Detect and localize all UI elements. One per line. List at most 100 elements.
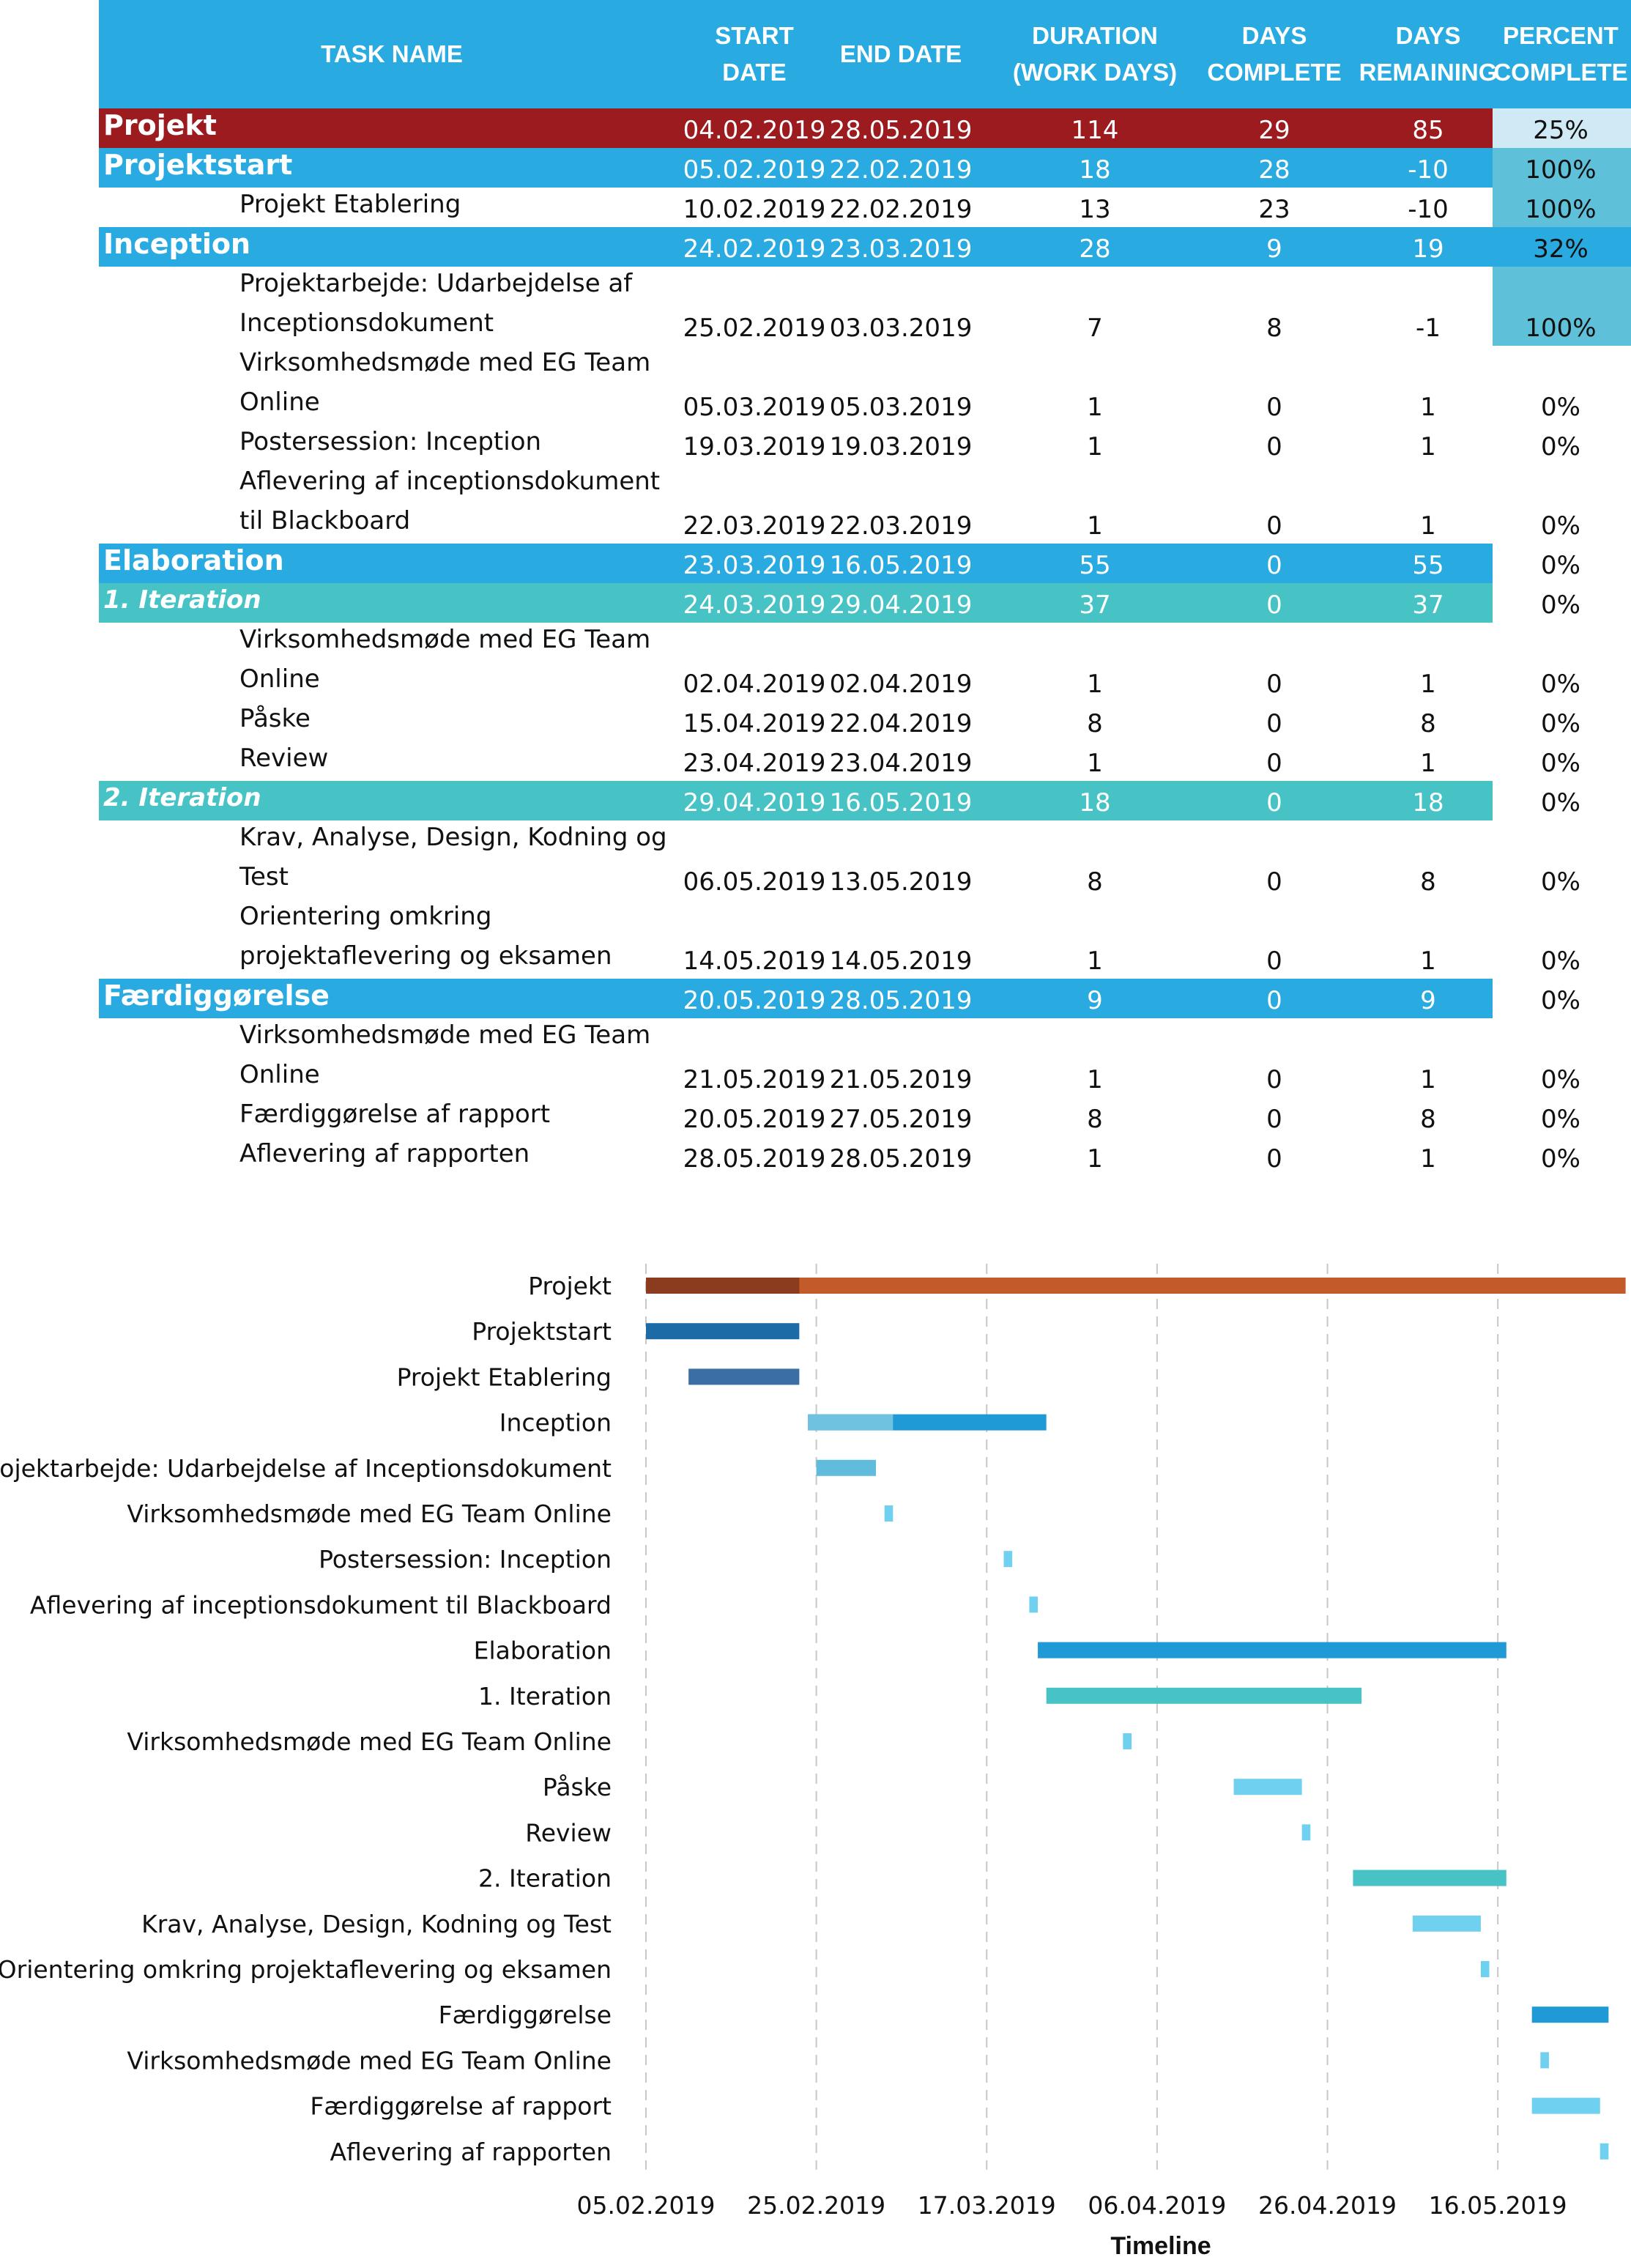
days-complete: 0 [1190, 464, 1359, 544]
start-date: 10.02.2019 [677, 188, 831, 227]
days-remaining-text: 19 [1412, 234, 1444, 264]
start-date-text: 19.03.2019 [683, 432, 826, 462]
task-name: 2. Iteration [99, 781, 685, 820]
end-date: 13.05.2019 [828, 820, 974, 900]
percent-complete: 0% [1490, 425, 1631, 464]
table-row: Virksomhedsmøde med EG Team Online 02.04.… [99, 623, 1631, 702]
task-name: Projektarbejde: Udarbejdelse af Inceptio… [99, 267, 685, 346]
percent-complete: 25% [1490, 108, 1631, 148]
table-body: Projekt 04.02.2019 28.05.2019 114 29 85 25% Pro… [99, 108, 1631, 1176]
days-complete: 9 [1190, 227, 1359, 267]
gantt-bar [1412, 1915, 1481, 1932]
days-complete-text: 0 [1266, 867, 1282, 897]
duration: 1 [1007, 741, 1183, 781]
start-date-text: 22.03.2019 [683, 511, 826, 541]
duration: 18 [1007, 781, 1183, 820]
x-tick-label: 05.02.2019 [577, 2191, 716, 2220]
gantt-bar [646, 1323, 800, 1340]
percent-complete: 0% [1490, 702, 1631, 741]
days-complete: 0 [1190, 346, 1359, 425]
end-date: 22.02.2019 [828, 188, 974, 227]
days-remaining: 1 [1344, 900, 1512, 979]
duration: 1 [1007, 425, 1183, 464]
days-complete-text: 0 [1266, 511, 1282, 541]
percent-complete: 0% [1490, 781, 1631, 820]
duration: 8 [1007, 702, 1183, 741]
table-row: Aflevering af inceptionsdokument til Bla… [99, 464, 1631, 544]
task-name-text: Projektstart [103, 149, 293, 181]
gantt-bar [884, 1505, 893, 1522]
end-date: 29.04.2019 [828, 583, 974, 623]
days-remaining: 1 [1344, 623, 1512, 702]
start-date-text: 15.04.2019 [683, 709, 826, 738]
days-remaining-text: 18 [1412, 788, 1444, 818]
start-date-text: 05.02.2019 [683, 155, 826, 185]
end-date-text: 05.03.2019 [829, 393, 973, 422]
x-tick-label: 26.04.2019 [1258, 2191, 1397, 2220]
days-complete-text: 0 [1266, 1065, 1282, 1094]
days-complete-text: 0 [1266, 749, 1282, 778]
end-date-text: 02.04.2019 [829, 670, 973, 699]
days-remaining: 1 [1344, 346, 1512, 425]
table-row: Projekt 04.02.2019 28.05.2019 114 29 85 25% [99, 108, 1631, 148]
start-date: 23.03.2019 [677, 544, 831, 583]
task-label: Påske [543, 1773, 612, 1801]
percent-complete: 100% [1490, 188, 1631, 227]
days-complete-text: 29 [1258, 116, 1290, 145]
percent-complete-text: 32% [1533, 234, 1589, 264]
days-remaining: 8 [1344, 820, 1512, 900]
days-remaining-text: -10 [1408, 155, 1449, 185]
days-complete-text: 0 [1266, 788, 1282, 818]
task-name-text: Påske [239, 704, 311, 733]
percent-complete-text: 0% [1541, 946, 1580, 976]
gantt-chart: 05.02.2019 25.02.2019 17.03.2019 06.04.2019… [0, 1245, 1631, 2268]
days-complete-text: 28 [1258, 155, 1290, 185]
end-date: 14.05.2019 [828, 900, 974, 979]
duration: 13 [1007, 188, 1183, 227]
duration: 8 [1007, 820, 1183, 900]
gantt-bar [1531, 2097, 1600, 2114]
table-row: Review 23.04.2019 23.04.2019 1 0 1 0% [99, 741, 1631, 781]
start-date-text: 10.02.2019 [683, 195, 826, 224]
gantt-bar [1531, 2006, 1609, 2023]
task-name: Færdiggørelse af rapport [99, 1097, 685, 1137]
end-date-text: 13.05.2019 [829, 867, 973, 897]
task-name-text: Aflevering af inceptionsdokument til Bla… [239, 467, 661, 536]
percent-complete: 32% [1490, 227, 1631, 267]
row-band [99, 227, 1493, 267]
duration: 9 [1007, 979, 1183, 1018]
header-end-date: END DATE [839, 40, 962, 67]
duration-text: 1 [1087, 432, 1103, 462]
task-name-text: 2. Iteration [103, 783, 261, 812]
end-date-text: 23.03.2019 [829, 234, 973, 264]
duration-text: 8 [1087, 709, 1103, 738]
task-label: Virksomhedsmøde med EG Team Online [127, 2046, 612, 2075]
start-date: 06.05.2019 [677, 820, 831, 900]
days-remaining-text: 1 [1420, 749, 1436, 778]
percent-bg [1493, 227, 1631, 267]
days-remaining: 37 [1344, 583, 1512, 623]
header-start-date: START DATE [715, 22, 794, 86]
header-days-complete: DAYS COMPLETE [1207, 22, 1342, 86]
days-complete: 0 [1190, 979, 1359, 1018]
gantt-bar [1353, 1869, 1506, 1886]
end-date-text: 03.03.2019 [829, 314, 973, 343]
gantt-svg: 05.02.2019 25.02.2019 17.03.2019 06.04.2019… [0, 1264, 1626, 2260]
days-complete: 0 [1190, 544, 1359, 583]
duration: 28 [1007, 227, 1183, 267]
task-label: Krav, Analyse, Design, Kodning og Test [141, 1910, 612, 1938]
duration-text: 8 [1087, 1105, 1103, 1134]
end-date-text: 22.04.2019 [829, 709, 973, 738]
row-band [99, 583, 1493, 623]
table-row: Virksomhedsmøde med EG Team Online 05.03.… [99, 346, 1631, 425]
days-remaining-text: -10 [1408, 195, 1449, 224]
days-remaining: 55 [1344, 544, 1512, 583]
task-name-text: Projekt [103, 109, 217, 141]
days-remaining-text: 8 [1420, 709, 1436, 738]
days-remaining: 19 [1344, 227, 1512, 267]
duration: 114 [1007, 108, 1183, 148]
task-name: Inception [99, 227, 685, 267]
task-name: Review [99, 741, 685, 781]
end-date: 22.04.2019 [828, 702, 974, 741]
duration: 1 [1007, 1137, 1183, 1176]
